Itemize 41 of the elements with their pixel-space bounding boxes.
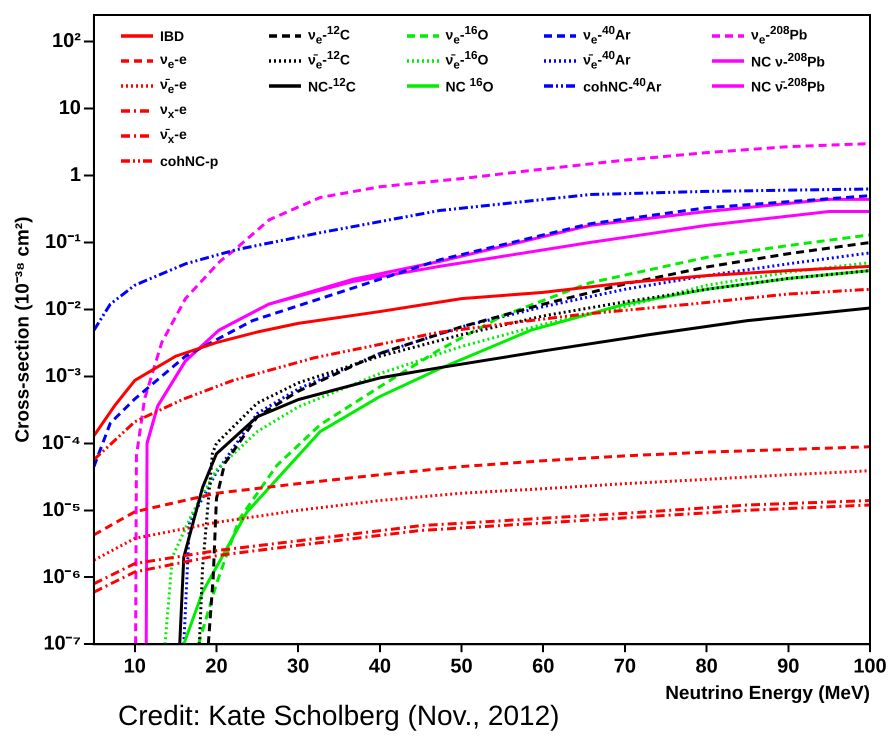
legend-label: cohNC-p [160,152,218,168]
x-tick-label: 80 [695,656,718,678]
y-tick-label: 10⁻¹ [45,231,82,254]
y-tick-label: 10 [58,97,81,120]
legend-label: ν$_{x}$-e [160,100,187,120]
legend-label: ν$_{e}$-$^{208}$Pb [751,24,808,47]
legend-label: ν̄$_{e}$-e [160,76,187,96]
legend-label: ν̄$_{e}$-$^{12}$C [308,49,350,72]
legend-label: ν̄$_{e}$-$^{40}$Ar [583,49,631,72]
x-tick-label: 100 [853,656,887,678]
legend-label: cohNC-$^{40}$Ar [583,76,662,95]
y-axis-title: Cross-section (10⁻³⁸ cm²) [12,216,34,443]
legend-label: ν̄$_{x}$-e [160,126,187,146]
legend-label: ν̄$_{e}$-$^{16}$O [446,49,488,72]
text: Credit: Kate Scholberg (Nov., 2012) [118,700,560,732]
y-tick-label: 10⁻⁵ [42,498,81,521]
legend-label: NC $^{16}$O [446,76,494,95]
x-tick-label: 60 [532,656,554,678]
y-tick-label: 10⁻² [45,298,82,320]
legend-label: ν$_{e}$-$^{12}$C [308,24,350,47]
x-tick-label: 50 [450,656,473,678]
x-tick-label: 10 [124,656,146,678]
x-tick-label: 70 [614,656,636,678]
legend-label: NC ν-$^{208}$Pb [751,51,825,70]
x-axis-title: Neutrino Energy (MeV) [665,682,870,704]
y-tick-label: 1 [70,164,81,186]
legend-label: NC ν̄-$^{208}$Pb [751,76,825,95]
x-tick-label: 30 [287,656,310,678]
legend-label: NC-$^{12}$C [308,76,356,95]
x-tick-label: 40 [368,656,391,678]
y-tick-label: 10² [52,30,82,52]
legend-label: ν$_{e}$-$^{16}$O [446,24,488,47]
y-tick-label: 10⁻⁴ [42,432,81,454]
legend-label: ν$_{e}$-$^{40}$Ar [583,24,631,47]
legend-label: IBD [160,28,184,44]
y-tick-label: 10⁻⁷ [43,632,81,655]
y-tick-label: 10⁻⁶ [42,566,81,588]
legend-label: ν$_{e}$-e [160,50,187,70]
x-tick-label: 20 [205,656,228,678]
y-tick-label: 10⁻³ [45,364,82,387]
x-tick-label: 90 [777,656,800,678]
